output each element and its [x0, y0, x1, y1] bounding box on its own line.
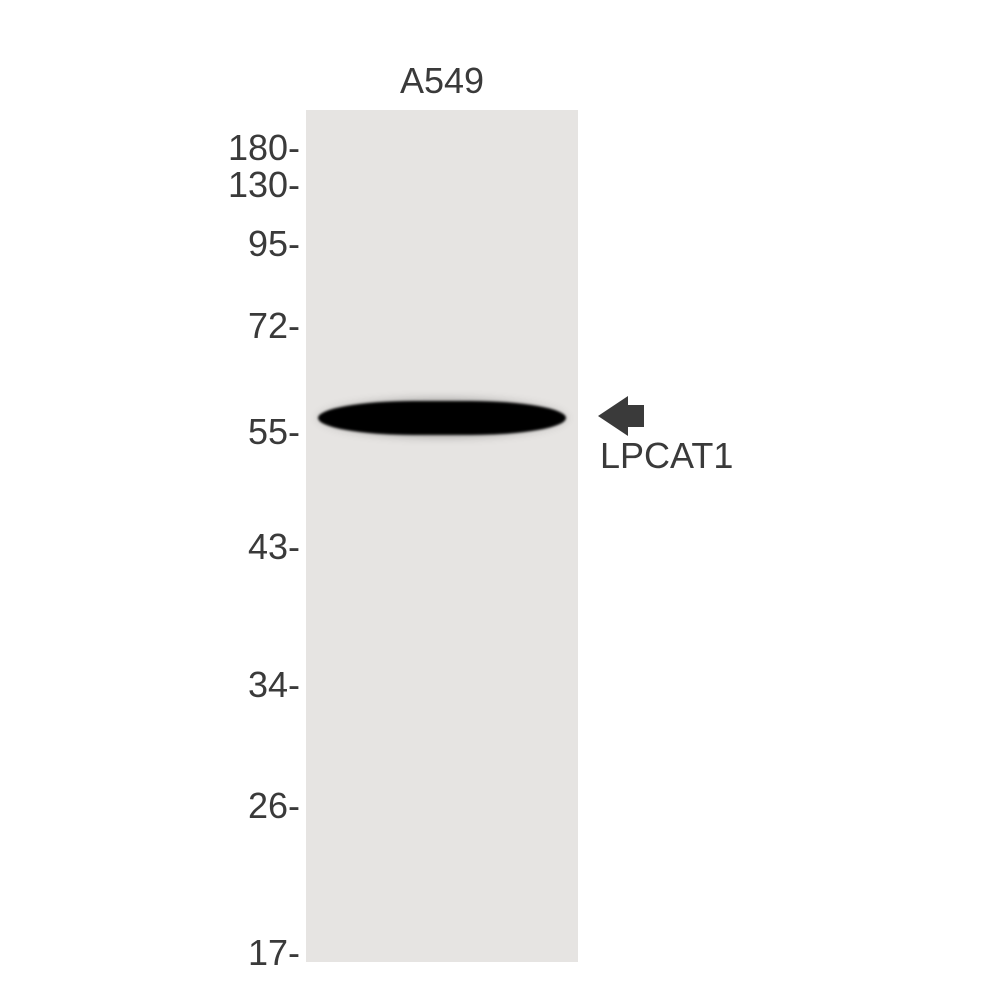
blot-lane [306, 110, 578, 962]
mw-marker-17: 17- [248, 932, 300, 974]
mw-marker-34: 34- [248, 664, 300, 706]
mw-marker-72: 72- [248, 305, 300, 347]
western-blot-figure: { "figure": { "type": "western-blot", "c… [0, 0, 1000, 1000]
sample-label: A549 [367, 60, 517, 102]
mw-marker-130: 130- [228, 164, 300, 206]
band-arrow-icon [596, 394, 646, 438]
mw-marker-26: 26- [248, 785, 300, 827]
target-protein-label: LPCAT1 [600, 435, 733, 477]
protein-band [318, 401, 566, 435]
mw-marker-180: 180- [228, 127, 300, 169]
mw-marker-43: 43- [248, 526, 300, 568]
mw-marker-55: 55- [248, 411, 300, 453]
mw-marker-95: 95- [248, 223, 300, 265]
